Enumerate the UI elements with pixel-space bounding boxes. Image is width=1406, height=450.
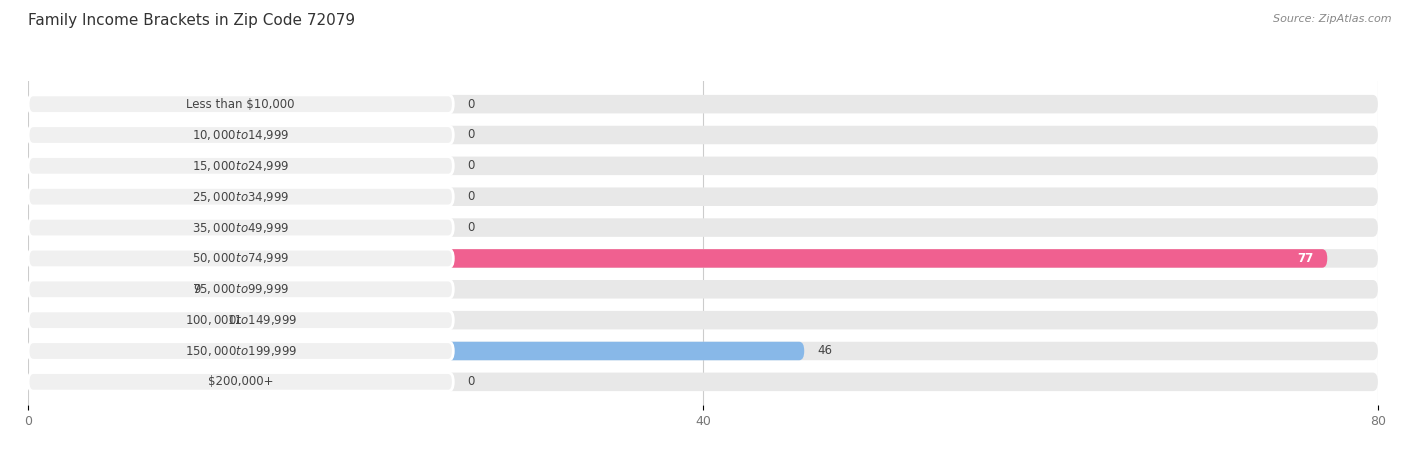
Text: $150,000 to $199,999: $150,000 to $199,999 [184, 344, 297, 358]
Text: $10,000 to $14,999: $10,000 to $14,999 [193, 128, 290, 142]
Text: 46: 46 [818, 345, 832, 357]
Text: 77: 77 [1298, 252, 1313, 265]
FancyBboxPatch shape [28, 311, 453, 329]
Text: $200,000+: $200,000+ [208, 375, 273, 388]
Text: $35,000 to $49,999: $35,000 to $49,999 [193, 220, 290, 234]
FancyBboxPatch shape [28, 342, 1378, 360]
FancyBboxPatch shape [28, 342, 804, 360]
Text: $100,000 to $149,999: $100,000 to $149,999 [184, 313, 297, 327]
FancyBboxPatch shape [28, 218, 1378, 237]
Text: 0: 0 [467, 221, 474, 234]
FancyBboxPatch shape [28, 249, 1327, 268]
Text: 0: 0 [467, 190, 474, 203]
FancyBboxPatch shape [28, 95, 1378, 113]
Text: 0: 0 [467, 98, 474, 111]
FancyBboxPatch shape [28, 126, 453, 144]
FancyBboxPatch shape [28, 218, 453, 237]
FancyBboxPatch shape [28, 311, 214, 329]
FancyBboxPatch shape [28, 280, 453, 298]
Text: Less than $10,000: Less than $10,000 [187, 98, 295, 111]
FancyBboxPatch shape [28, 280, 180, 298]
FancyBboxPatch shape [28, 188, 453, 206]
FancyBboxPatch shape [28, 157, 1378, 175]
FancyBboxPatch shape [28, 311, 1378, 329]
Text: $15,000 to $24,999: $15,000 to $24,999 [193, 159, 290, 173]
FancyBboxPatch shape [28, 373, 1378, 391]
FancyBboxPatch shape [28, 126, 1378, 144]
FancyBboxPatch shape [28, 342, 453, 360]
Text: $25,000 to $34,999: $25,000 to $34,999 [193, 190, 290, 204]
Text: Family Income Brackets in Zip Code 72079: Family Income Brackets in Zip Code 72079 [28, 14, 356, 28]
Text: 0: 0 [467, 129, 474, 141]
Text: $75,000 to $99,999: $75,000 to $99,999 [193, 282, 290, 296]
FancyBboxPatch shape [28, 373, 453, 391]
FancyBboxPatch shape [28, 280, 1378, 298]
FancyBboxPatch shape [28, 188, 1378, 206]
FancyBboxPatch shape [28, 249, 453, 268]
Text: 9: 9 [194, 283, 201, 296]
FancyBboxPatch shape [28, 157, 453, 175]
Text: 0: 0 [467, 375, 474, 388]
FancyBboxPatch shape [28, 249, 1378, 268]
FancyBboxPatch shape [28, 95, 453, 113]
Text: $50,000 to $74,999: $50,000 to $74,999 [193, 252, 290, 266]
Text: Source: ZipAtlas.com: Source: ZipAtlas.com [1274, 14, 1392, 23]
Text: 11: 11 [228, 314, 242, 327]
Text: 0: 0 [467, 159, 474, 172]
